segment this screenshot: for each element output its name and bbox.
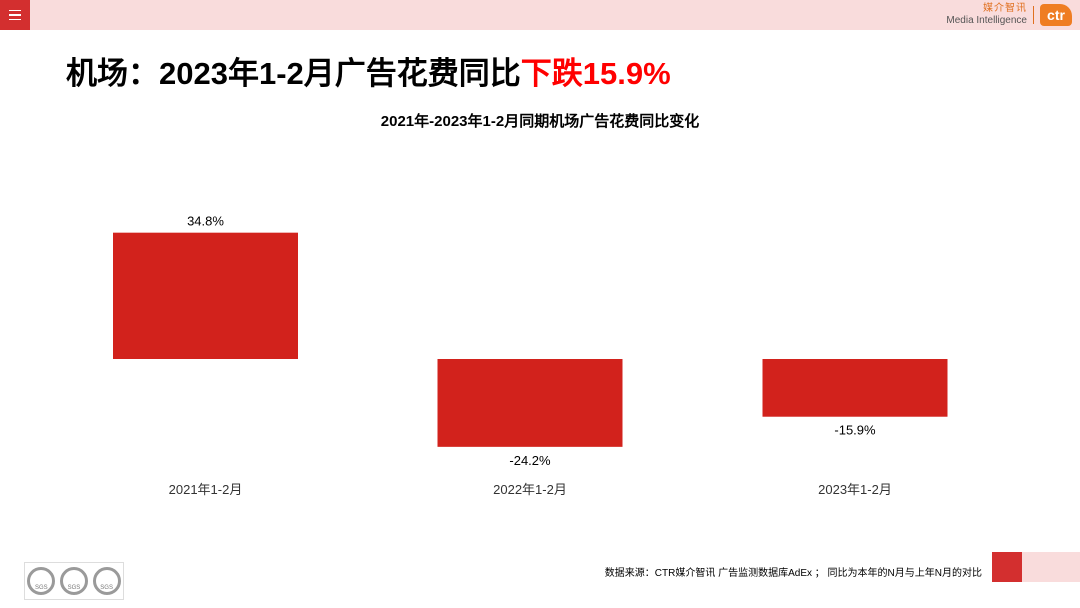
sgs-seal-icon: SGS [27, 567, 56, 595]
data-label-2: -24.2% [509, 453, 551, 468]
hamburger-menu-icon-line [9, 18, 21, 21]
data-source-note: 数据来源：CTR媒介智讯 广告监测数据库AdEx ； 同比为本年的N月与上年N月… [604, 568, 982, 579]
logo-divider [1033, 6, 1034, 24]
top-bar [0, 0, 1080, 30]
menu-button[interactable] [0, 0, 30, 30]
page-title-prefix: 机场：2023年1-2月广告花费同比 [66, 56, 521, 91]
data-label-3: -15.9% [834, 423, 876, 438]
category-label-2: 2022年1-2月 [493, 482, 567, 497]
logo-en-text: Media Intelligence [946, 15, 1027, 26]
hamburger-menu-icon [9, 9, 21, 12]
chart-title: 2021年-2023年1-2月同期机场广告花费同比变化 [380, 113, 700, 130]
bottom-decor-square [992, 552, 1022, 582]
bar-2 [437, 359, 623, 447]
bar-3 [762, 359, 948, 417]
sgs-seal-icon: SGS [59, 567, 88, 595]
hamburger-menu-icon-line [9, 14, 21, 16]
certification-seals: SGS SGS SGS [24, 562, 124, 600]
ctr-logo-mark: ctr [1040, 4, 1072, 26]
page-title: 机场：2023年1-2月广告花费同比下跌15.9% [66, 48, 671, 93]
sgs-seal-icon: SGS [92, 567, 121, 595]
logo-cn-text: 媒介智讯 [983, 3, 1027, 14]
category-label-1: 2021年1-2月 [169, 482, 243, 497]
data-label-1: 34.8% [187, 214, 224, 229]
ctr-logo: 媒介智讯 Media Intelligence ctr [946, 2, 1072, 28]
bar-1 [113, 232, 298, 359]
category-label-3: 2023年1-2月 [818, 482, 892, 497]
page-title-highlight: 下跌15.9% [520, 56, 671, 91]
